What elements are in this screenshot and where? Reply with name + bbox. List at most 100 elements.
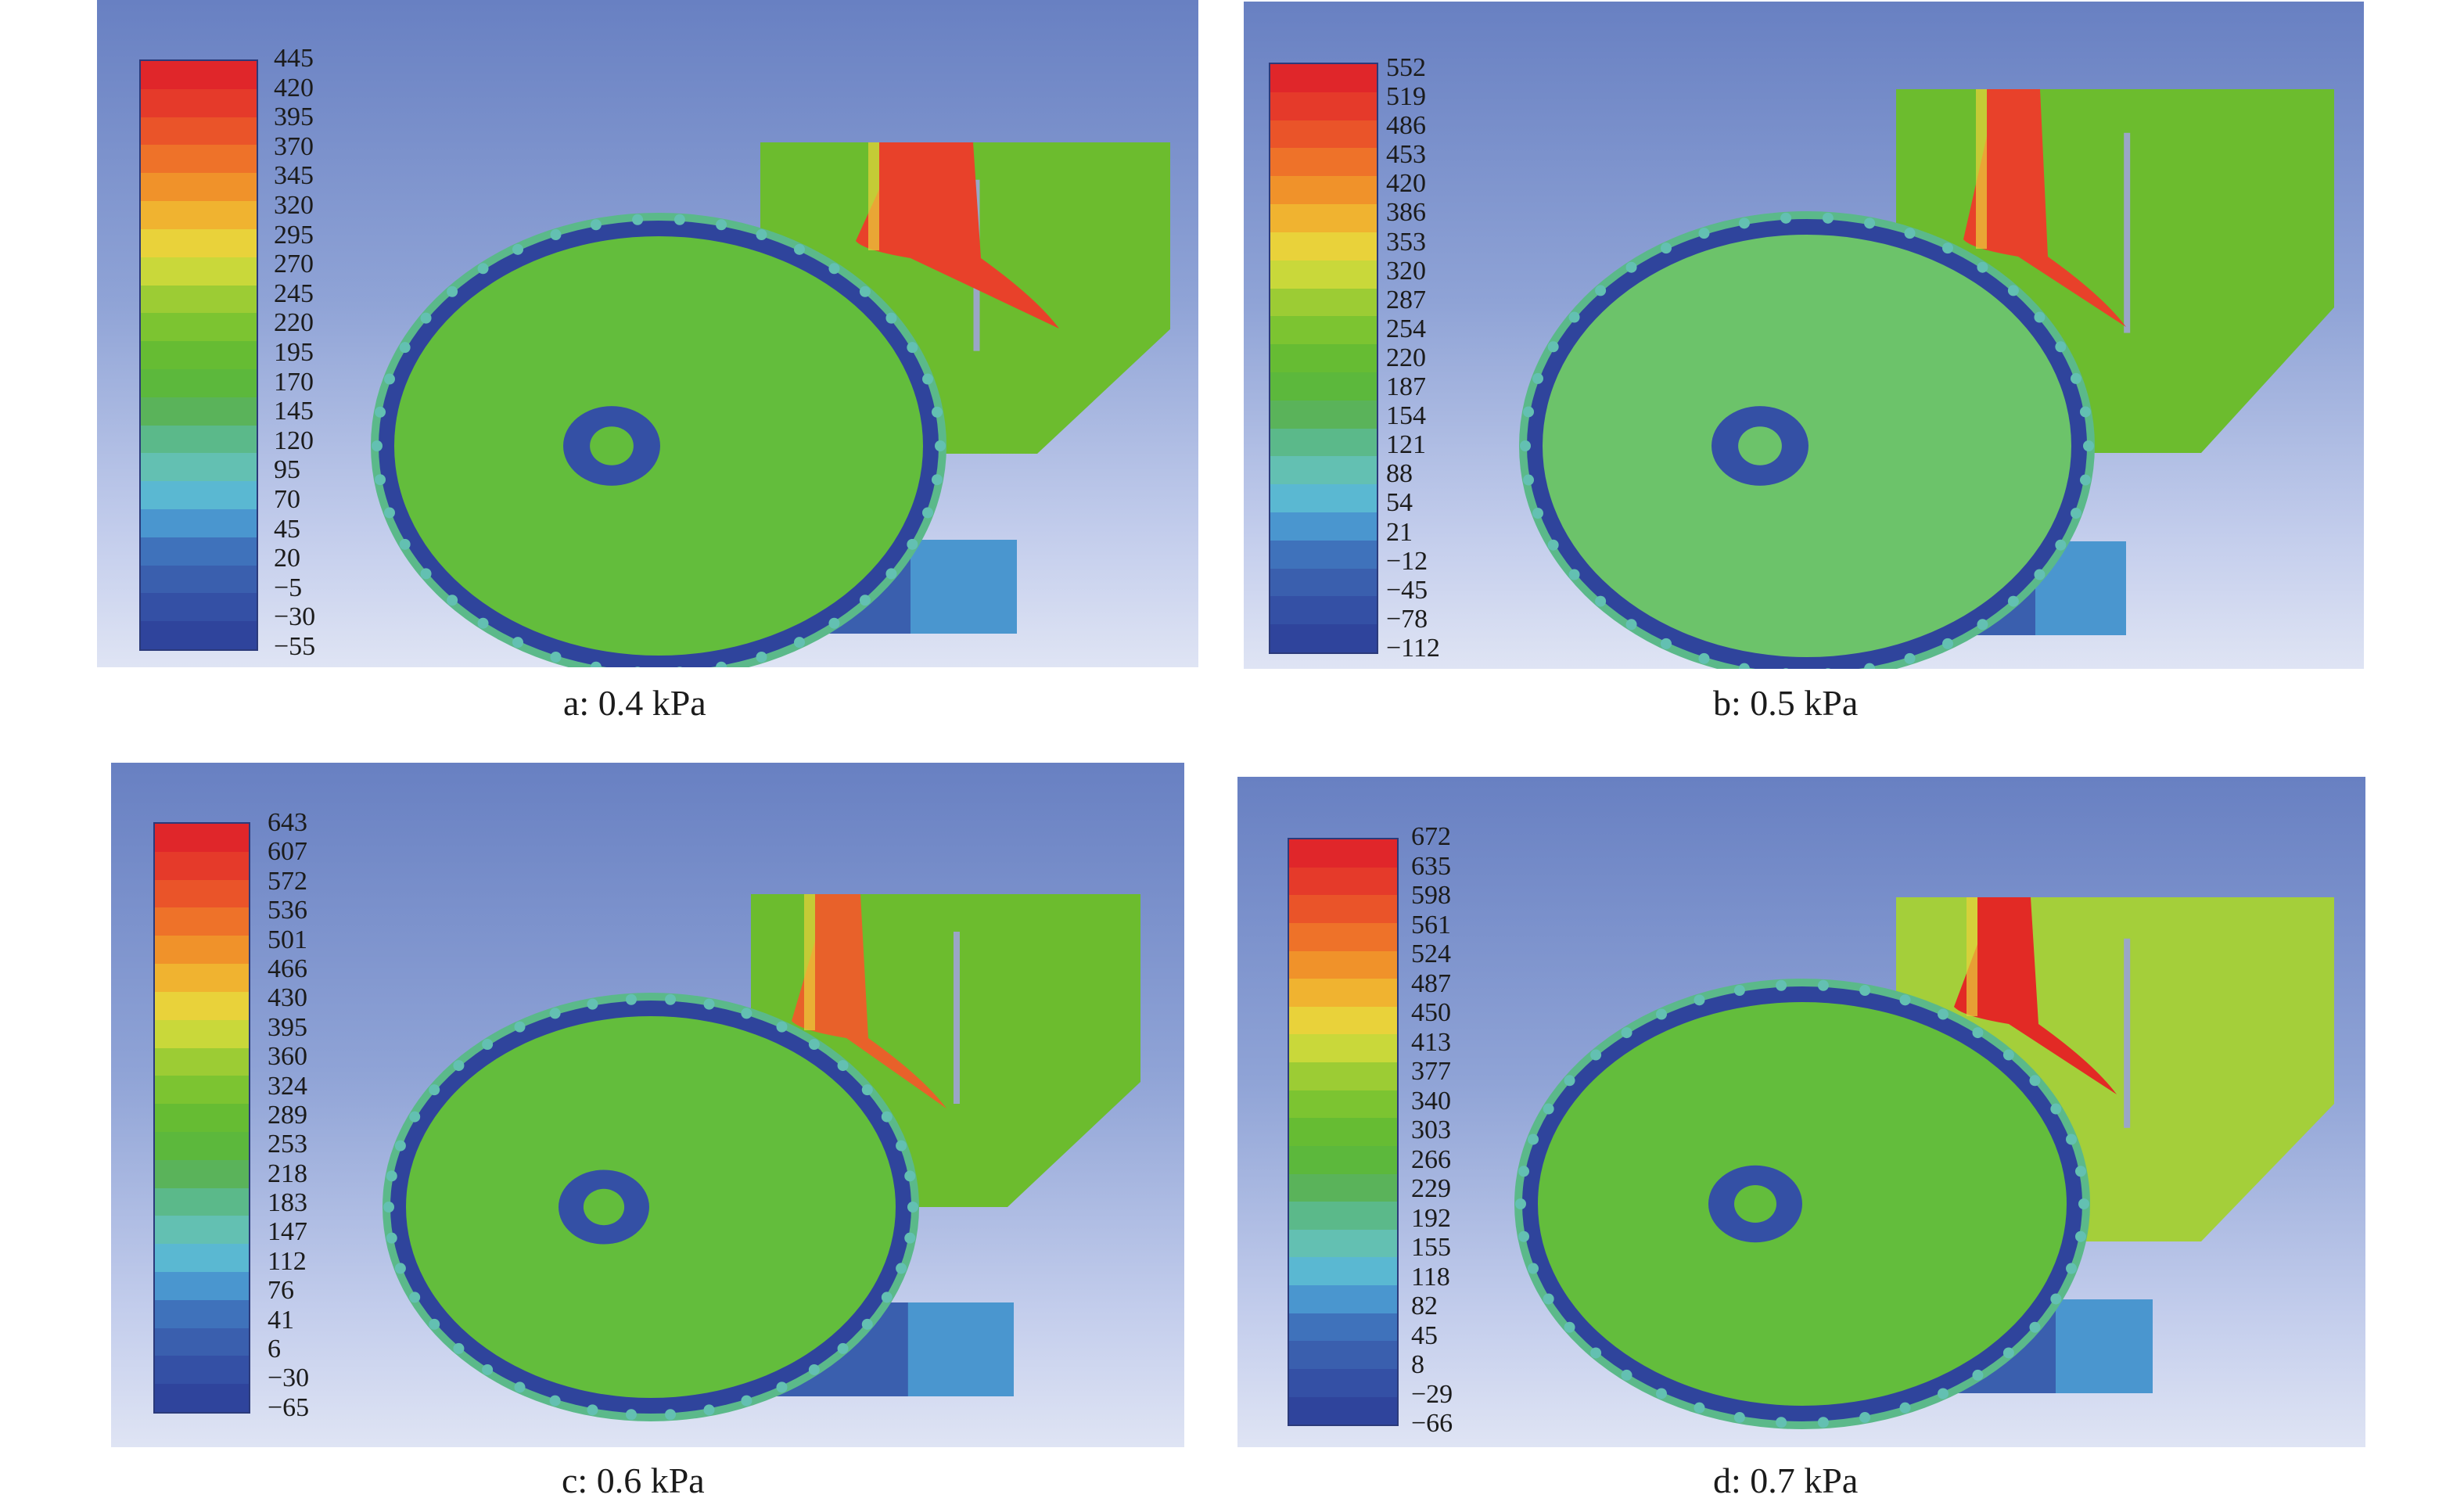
colorbar-swatch — [155, 1384, 249, 1413]
drum-tooth — [2050, 1103, 2062, 1115]
drum-tooth — [399, 538, 411, 550]
colorbar-swatch — [141, 425, 257, 454]
drum-tooth — [776, 1021, 788, 1033]
drum-tooth — [482, 1363, 494, 1375]
colorbar-swatch — [155, 1272, 249, 1300]
drum-tooth — [1523, 474, 1535, 486]
colorbar-swatch — [155, 1216, 249, 1245]
colorbar-swatch — [155, 1047, 249, 1076]
colorbar-tick-label: 82 — [1411, 1292, 1438, 1320]
colorbar-tick-label: 395 — [274, 102, 314, 132]
drum-body — [406, 1016, 896, 1398]
colorbar-tick-label: 120 — [274, 426, 314, 455]
colorbar-tick-label: 54 — [1386, 488, 1413, 518]
colorbar-swatch — [141, 257, 257, 286]
colorbar-swatch — [155, 964, 249, 992]
panel-c: 643 607 572 536 501 466 430 395 360 324 289 253 218 1… — [111, 763, 1184, 1447]
drum-tooth — [1942, 243, 1953, 254]
drum-tooth — [861, 1318, 873, 1330]
drum-tooth — [625, 993, 637, 1005]
drum-tooth — [550, 651, 562, 663]
drum-tooth — [2079, 406, 2091, 418]
drum-tooth — [861, 1084, 873, 1096]
drum-tooth — [2074, 1166, 2086, 1177]
drum-tooth — [837, 1342, 849, 1354]
drum-tooth — [429, 1084, 440, 1096]
drum-tooth — [885, 568, 897, 580]
panel-a-caption: a: 0.4 kPa — [563, 683, 706, 723]
colorbar-tick-label: 345 — [274, 161, 314, 191]
flow-edge — [868, 142, 879, 250]
drum-tooth — [590, 219, 602, 231]
drum-tooth — [453, 1060, 465, 1072]
drum-tooth — [1656, 1008, 1667, 1020]
colorbar-swatch — [155, 907, 249, 936]
drum-tooth — [2029, 1075, 2041, 1087]
drum-tooth — [2034, 311, 2046, 323]
drum-tooth — [1532, 508, 1543, 519]
drum-tooth — [665, 1409, 677, 1421]
drum-tooth — [375, 474, 386, 486]
colorbar-tick-label: −66 — [1411, 1409, 1453, 1438]
colorbar-swatch — [1289, 895, 1397, 923]
colorbar-swatch — [141, 368, 257, 397]
colorbar-tick-label: 192 — [1411, 1203, 1451, 1233]
colorbar-ticks: 643 607 572 536 501 466 430 395 360 324 289 253 218 1… — [268, 810, 309, 1421]
colorbar-swatch — [141, 173, 257, 202]
drum-tooth — [859, 286, 871, 297]
colorbar-tick-label: 453 — [1386, 140, 1426, 170]
drum-tooth — [756, 651, 767, 663]
drum-tooth — [896, 1263, 907, 1274]
colorbar-tick-label: 45 — [1411, 1320, 1438, 1350]
drum-tooth — [885, 312, 897, 324]
colorbar-tick-label: −12 — [1386, 546, 1428, 576]
drum-tooth — [1543, 1293, 1554, 1305]
drum-tooth — [482, 1039, 494, 1051]
colorbar-swatch — [141, 61, 257, 89]
colorbar-tick-label: −5 — [274, 573, 303, 602]
drum-tooth — [1661, 638, 1672, 649]
colorbar — [1288, 838, 1399, 1426]
colorbar-tick-label: 88 — [1386, 459, 1413, 489]
drum-tooth — [447, 595, 458, 606]
drum-tooth — [1899, 1402, 1911, 1414]
hub-hole — [1738, 426, 1782, 465]
drum-tooth — [935, 440, 946, 451]
drum-tooth — [447, 286, 458, 297]
colorbar-ticks: 552 519 486 453 420 386 353 320 287 254 220 187 154 1… — [1386, 55, 1440, 662]
drum-tooth — [2029, 1321, 2041, 1333]
colorbar-swatch — [1289, 1090, 1397, 1119]
drum-tooth — [808, 1039, 820, 1051]
drum-tooth — [922, 373, 934, 385]
colorbar-tick-label: 486 — [1386, 111, 1426, 141]
colorbar-tick-label: 466 — [268, 954, 307, 983]
flow-edge — [1976, 89, 1987, 249]
drum-tooth — [394, 1263, 406, 1274]
drum-tooth — [1694, 994, 1705, 1006]
colorbar-swatch — [1289, 1145, 1397, 1174]
drum-tooth — [453, 1342, 465, 1354]
colorbar-tick-label: 420 — [1386, 169, 1426, 199]
colorbar-swatch — [1289, 839, 1397, 868]
colorbar-swatch — [141, 341, 257, 369]
drum-tooth — [1942, 638, 1953, 649]
drum-tooth — [1547, 539, 1559, 551]
colorbar-tick-label: 229 — [1411, 1174, 1451, 1203]
drum-tooth — [1698, 652, 1710, 664]
panel-d: 672 635 598 561 524 487 450 413 377 340 303 266 229 1… — [1237, 777, 2365, 1447]
drum-tooth — [1904, 652, 1916, 664]
colorbar-swatch — [155, 1187, 249, 1216]
panel-b-caption: b: 0.5 kPa — [1713, 683, 1859, 723]
drum-tooth — [383, 373, 395, 385]
drum-tooth — [677, 666, 683, 667]
drum-tooth — [1520, 440, 1531, 451]
drum-tooth — [587, 1404, 598, 1416]
drum-tooth — [828, 263, 840, 275]
simulation-field — [1519, 89, 2334, 669]
drum-tooth — [1899, 994, 1911, 1006]
drum-tooth — [2034, 569, 2046, 580]
hub-hole — [590, 426, 634, 465]
drum-tooth — [2066, 1263, 2078, 1274]
colorbar-tick-label: −29 — [1411, 1379, 1453, 1409]
drum-tooth — [794, 637, 805, 649]
